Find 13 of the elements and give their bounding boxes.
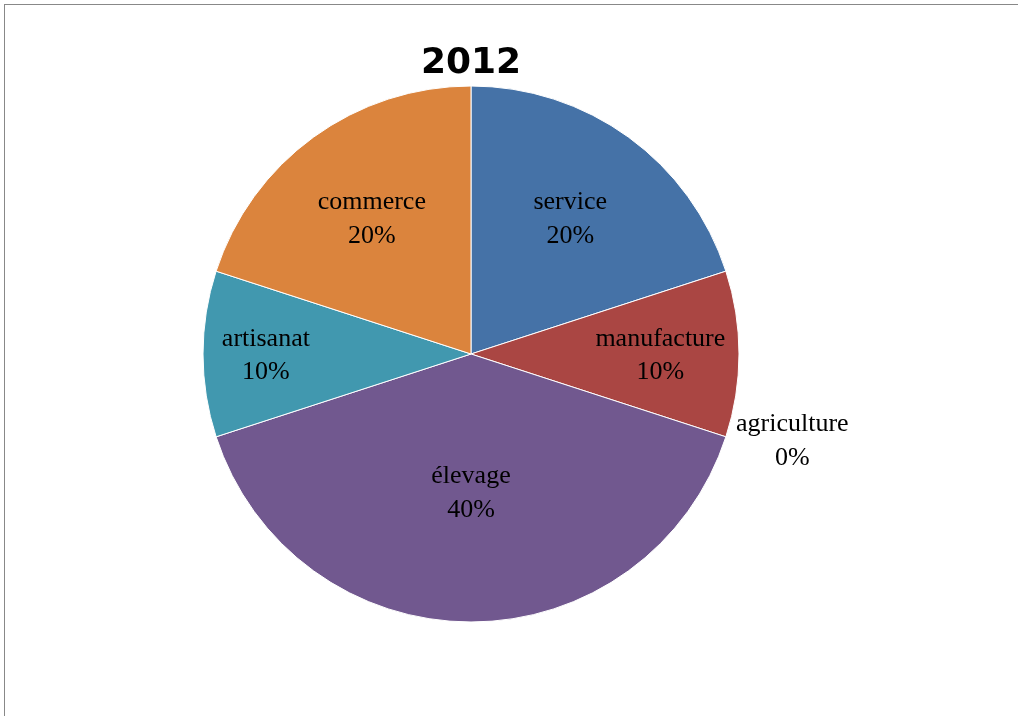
data-label: 10% [636, 356, 685, 386]
data-label: 40% [447, 493, 495, 523]
slice-label: manufacture [595, 322, 726, 352]
slice-label: service [533, 186, 608, 216]
data-label: 10% [242, 356, 290, 386]
data-label: 20% [546, 219, 595, 249]
data-label: 20% [347, 219, 396, 249]
slice-label: élevage [431, 459, 511, 489]
slice-label: artisanat [221, 322, 311, 352]
category-label: agriculture [736, 408, 849, 437]
slice-label: commerce [317, 186, 426, 216]
text: 0% [774, 441, 810, 471]
chart-title: 2012 [420, 39, 522, 81]
